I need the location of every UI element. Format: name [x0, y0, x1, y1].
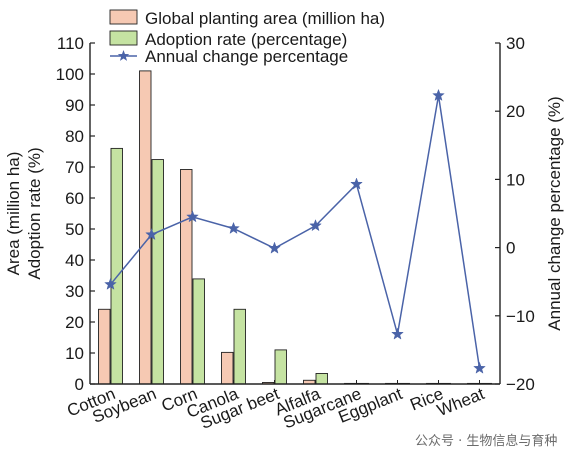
left-tick-label: 90	[65, 96, 84, 115]
right-tick-label: 30	[506, 34, 525, 53]
annual-change-point-4	[268, 241, 281, 254]
annual-change-point-6	[350, 177, 363, 190]
legend-swatch-0	[109, 9, 138, 25]
bar-adoption-1	[151, 159, 164, 385]
right-tick-label: −20	[506, 375, 535, 394]
right-tick-label: 20	[506, 102, 525, 121]
left-tick-label: 50	[65, 220, 84, 239]
left-tick-label: 80	[65, 127, 84, 146]
annual-change-point-0	[104, 277, 117, 290]
legend-label-2: Annual change percentage	[145, 47, 348, 66]
bar-adoption-4	[274, 349, 287, 385]
left-axis-title-line1: Area (million ha)	[4, 152, 23, 276]
legend-swatch-1	[109, 30, 138, 46]
annual-change-point-8	[432, 88, 445, 101]
annual-change-point-5	[309, 219, 322, 232]
left-tick-label: 100	[56, 65, 84, 84]
legend-star-marker	[117, 50, 130, 61]
legend-label-0: Global planting area (million ha)	[145, 9, 385, 28]
left-tick-label: 0	[75, 375, 84, 394]
annual-change-point-9	[473, 361, 486, 374]
bar-adoption-2	[192, 278, 205, 385]
legend: Global planting area (million ha) Adoptio…	[109, 9, 385, 66]
annual-change-point-3	[227, 221, 240, 234]
annual-change-point-7	[391, 327, 404, 340]
right-axis-title: Annual change percentage (%)	[545, 96, 564, 330]
left-tick-label: 110	[57, 34, 84, 53]
bar-area-3	[221, 351, 234, 385]
category-label: Wheat	[434, 384, 487, 420]
bar-adoption-5	[315, 373, 328, 385]
annual-change-point-1	[145, 227, 158, 241]
bar-adoption-0	[110, 147, 123, 385]
left-tick-label: 60	[65, 189, 84, 208]
right-tick-label: 0	[506, 239, 515, 258]
bar-area-0	[98, 308, 111, 385]
bar-area-2	[180, 169, 193, 385]
left-tick-label: 20	[65, 313, 84, 332]
left-axis-title-line2: Adoption rate (%)	[25, 147, 44, 279]
bar-area-1	[139, 70, 152, 385]
left-tick-label: 70	[65, 158, 84, 177]
watermark-text: 公众号 · 生物信息与育种	[415, 433, 557, 449]
plot-area: 0102030405060708090100110−20−100102030Co…	[4, 34, 564, 433]
legend-label-1: Adoption rate (percentage)	[145, 30, 347, 49]
left-tick-label: 40	[65, 251, 84, 270]
right-tick-label: 10	[506, 170, 525, 189]
annual-change-point-2	[186, 210, 199, 223]
left-tick-label: 30	[65, 282, 84, 301]
annual-change-line	[109, 95, 481, 369]
right-tick-label: −10	[506, 307, 535, 326]
bar-adoption-3	[233, 308, 246, 385]
left-tick-label: 10	[65, 344, 84, 363]
